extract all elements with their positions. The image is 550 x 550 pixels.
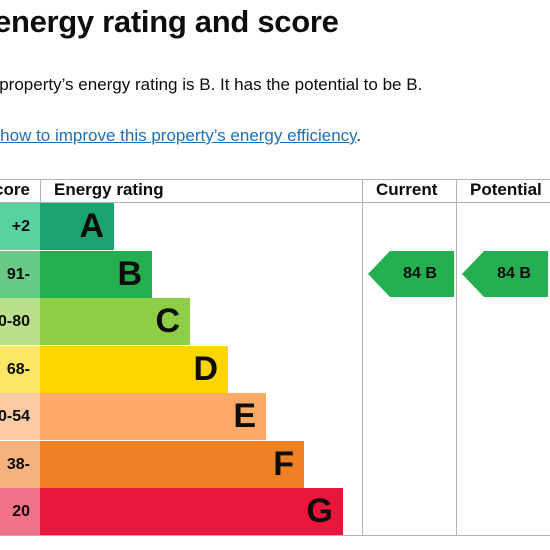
energy-rating-summary: s property’s energy rating is B. It has …	[0, 75, 423, 94]
potential-rating-arrow: 84 B	[462, 250, 548, 297]
score-range-e: 0-54	[0, 393, 40, 440]
current-column-header: Current	[376, 180, 438, 199]
score-range-a: 2+	[0, 203, 40, 250]
improve-link-full-stop: .	[356, 126, 362, 145]
table-top-border	[0, 179, 550, 180]
score-range-g: 20	[0, 488, 40, 535]
rating-bar-g: G	[40, 488, 343, 535]
rating-bar-e: E	[40, 393, 266, 440]
rating-letter-f: F	[273, 444, 294, 483]
score-column-header: core	[0, 180, 30, 199]
potential-column-divider	[456, 179, 457, 536]
page-title: energy rating and score	[0, 4, 339, 39]
score-range-d: -68	[0, 345, 40, 393]
current-rating-label: 84 B	[403, 264, 437, 282]
score-range-b: -91	[0, 250, 40, 298]
rating-letter-e: E	[233, 397, 256, 435]
current-arrow-shape	[368, 250, 454, 297]
rating-letter-c: C	[155, 302, 180, 340]
current-column-divider	[362, 179, 363, 536]
rating-bar-b: B	[40, 250, 152, 298]
score-column-divider	[40, 179, 41, 203]
energy-rating-chart: core Energy rating Current Potential 2+ A…	[0, 179, 550, 536]
rating-letter-d: D	[193, 349, 218, 388]
rating-letter-g: G	[306, 492, 333, 530]
energy-rating-column-header: Energy rating	[54, 180, 164, 199]
rating-letter-b: B	[117, 254, 142, 293]
rating-bar-f: F	[40, 440, 304, 488]
header-bottom-border	[0, 202, 550, 203]
potential-rating-label: 84 B	[497, 264, 531, 282]
rating-bar-c: C	[40, 298, 190, 345]
improve-efficiency-link[interactable]: e how to improve this property’s energy …	[0, 126, 357, 145]
current-rating-arrow: 84 B	[368, 250, 454, 297]
rating-bar-d: D	[40, 345, 228, 393]
improve-efficiency-paragraph: e how to improve this property’s energy …	[0, 126, 361, 146]
rating-bar-a: A	[40, 203, 114, 250]
score-range-f: -38	[0, 440, 40, 488]
rating-letter-a: A	[79, 207, 104, 245]
potential-arrow-shape	[462, 250, 548, 297]
table-bottom-border	[0, 535, 550, 536]
score-range-c: 0-80	[0, 298, 40, 345]
potential-column-header: Potential	[470, 180, 542, 199]
